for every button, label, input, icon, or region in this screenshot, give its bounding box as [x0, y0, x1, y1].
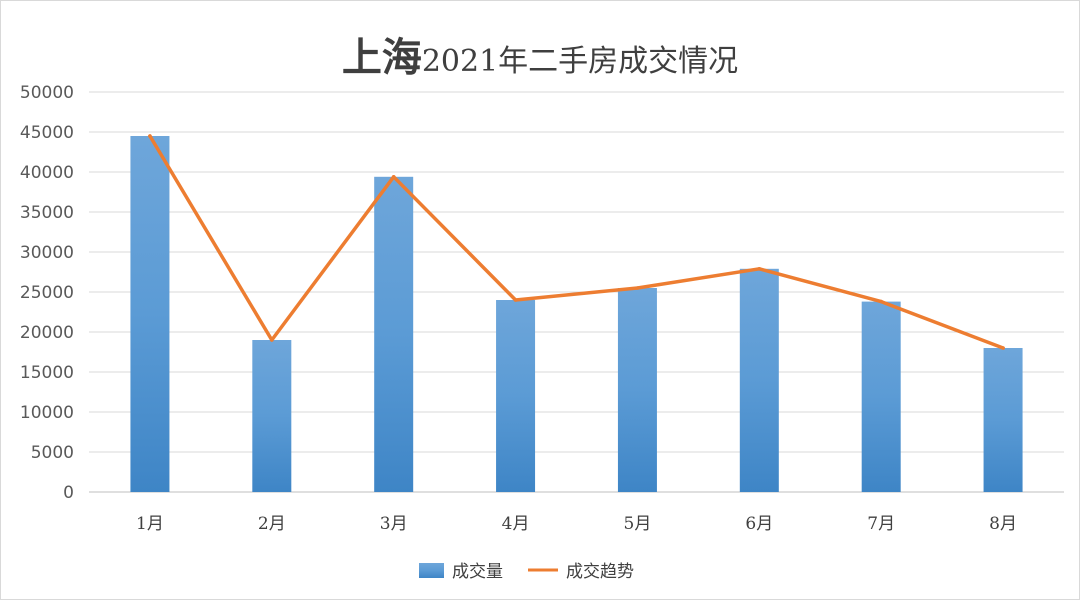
line-point: [1001, 346, 1005, 350]
bar: [496, 300, 536, 492]
y-tick-label: 50000: [20, 83, 74, 103]
bar: [252, 340, 292, 492]
bar: [983, 348, 1023, 492]
legend-label-bar: 成交量: [452, 562, 503, 582]
y-tick-label: 5000: [31, 443, 74, 463]
y-tick-label: 45000: [20, 123, 74, 143]
y-tick-label: 30000: [20, 243, 74, 263]
line-point: [270, 338, 274, 342]
chart-title-prefix: 上海: [342, 34, 422, 81]
x-tick-label: 8月: [989, 514, 1017, 534]
y-axis-ticks: 0 5000 10000 15000 20000 25000 30000 35000 40000…: [20, 83, 74, 503]
y-tick-label: 25000: [20, 283, 74, 303]
x-tick-label: 2月: [258, 514, 286, 534]
x-tick-label: 3月: [380, 514, 408, 534]
y-tick-label: 20000: [20, 323, 74, 343]
trend-line: [148, 134, 1005, 350]
x-axis-ticks: 1月 2月 3月 4月 5月 6月 7月 8月: [136, 514, 1017, 534]
bar: [617, 288, 657, 492]
legend-label-line: 成交趋势: [566, 562, 634, 582]
y-tick-label: 0: [63, 483, 74, 503]
x-tick-label: 5月: [624, 514, 652, 534]
bar-series: [130, 136, 1023, 493]
y-tick-label: 10000: [20, 403, 74, 423]
line-point: [513, 298, 518, 302]
chart-title: 上海2021年二手房成交情况: [342, 34, 738, 81]
line-point: [391, 175, 396, 179]
line-series: [148, 134, 1005, 350]
y-tick-label: 35000: [20, 203, 74, 223]
x-tick-label: 1月: [136, 514, 164, 534]
bar: [374, 176, 414, 493]
bar: [861, 301, 901, 492]
chart-title-suffix: 2021年二手房成交情况: [422, 44, 738, 79]
line-point: [148, 134, 152, 138]
y-tick-label: 15000: [20, 363, 74, 383]
line-point: [757, 267, 762, 271]
y-tick-label: 40000: [20, 163, 74, 183]
x-tick-label: 4月: [502, 514, 530, 534]
x-tick-label: 7月: [867, 514, 895, 534]
legend: 成交量 成交趋势: [419, 562, 634, 582]
line-point: [879, 299, 883, 304]
line-point: [635, 286, 640, 290]
x-tick-label: 6月: [745, 514, 773, 534]
bar: [130, 136, 170, 492]
legend-swatch-bar: [419, 563, 444, 578]
gridlines: [89, 91, 1064, 493]
bar: [739, 268, 779, 492]
